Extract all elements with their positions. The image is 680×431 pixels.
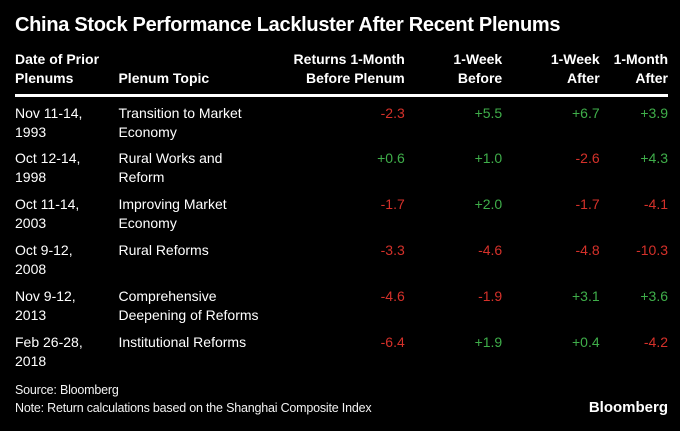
cell-date: Feb 26-28, 2018 xyxy=(15,334,83,369)
cell-topic: Comprehensive Deepening of Reforms xyxy=(118,288,259,323)
cell-topic: Rural Reforms xyxy=(118,242,209,258)
header-row: Date of Prior Plenums Plenum Topic Retur… xyxy=(15,50,668,96)
cell-date: Nov 11-14, 1993 xyxy=(15,105,83,140)
cell-topic: Transition to Market Economy xyxy=(118,105,242,140)
bloomberg-logo: Bloomberg xyxy=(588,399,668,416)
cell-return-1w-after: -1.7 xyxy=(575,196,600,212)
table-row: Oct 9-12, 2008 Rural Reforms -3.3 -4.6 -… xyxy=(15,234,668,280)
cell-return-1m-before: +0.6 xyxy=(377,150,405,166)
credits: Source: Bloomberg Note: Return calculati… xyxy=(15,381,372,417)
cell-return-1w-after: +0.4 xyxy=(572,334,600,350)
cell-return-1w-before: +2.0 xyxy=(474,196,503,212)
cell-return-1w-before: -4.6 xyxy=(478,242,503,258)
cell-return-1w-before: +1.0 xyxy=(474,150,503,166)
cell-return-1m-after: +3.9 xyxy=(640,105,668,121)
col-header-1w-after: 1-Week After xyxy=(550,51,600,86)
cell-date: Oct 9-12, 2008 xyxy=(15,242,73,277)
col-header-1m-after: 1-Month After xyxy=(613,51,668,86)
table-row: Oct 12-14, 1998 Rural Works and Reform +… xyxy=(15,142,668,188)
cell-topic: Institutional Reforms xyxy=(118,334,247,350)
cell-return-1m-before: -6.4 xyxy=(380,334,405,350)
cell-date: Oct 11-14, 2003 xyxy=(15,196,80,231)
note-line: Note: Return calculations based on the S… xyxy=(15,401,372,415)
cell-return-1w-after: -4.8 xyxy=(575,242,600,258)
cell-return-1w-after: +6.7 xyxy=(572,105,600,121)
cell-date: Oct 12-14, 1998 xyxy=(15,150,81,185)
cell-return-1m-before: -3.3 xyxy=(380,242,405,258)
cell-return-1m-after: -4.1 xyxy=(643,196,668,212)
col-header-1w-before: 1-Week Before xyxy=(453,51,503,86)
table-row: Nov 11-14, 1993 Transition to Market Eco… xyxy=(15,96,668,143)
cell-return-1m-after: +4.3 xyxy=(640,150,668,166)
cell-return-1w-before: +1.9 xyxy=(474,334,503,350)
col-header-date: Date of Prior Plenums xyxy=(15,51,100,86)
cell-return-1m-before: -1.7 xyxy=(380,196,405,212)
cell-return-1m-after: +3.6 xyxy=(640,288,668,304)
cell-return-1w-after: +3.1 xyxy=(572,288,600,304)
footer: Source: Bloomberg Note: Return calculati… xyxy=(15,381,668,417)
table-body: Nov 11-14, 1993 Transition to Market Eco… xyxy=(15,96,668,373)
cell-return-1w-after: -2.6 xyxy=(575,150,600,166)
cell-return-1m-before: -4.6 xyxy=(380,288,405,304)
col-header-1m-before: Returns 1-Month Before Plenum xyxy=(293,51,405,86)
table-row: Feb 26-28, 2018 Institutional Reforms -6… xyxy=(15,326,668,372)
cell-date: Nov 9-12, 2013 xyxy=(15,288,76,323)
col-header-topic: Plenum Topic xyxy=(118,70,210,86)
cell-topic: Rural Works and Reform xyxy=(118,150,223,185)
cell-return-1m-after: -4.2 xyxy=(643,334,668,350)
page-title: China Stock Performance Lackluster After… xyxy=(15,14,561,36)
cell-topic: Improving Market Economy xyxy=(118,196,227,231)
cell-return-1w-before: +5.5 xyxy=(474,105,503,121)
cell-return-1m-before: -2.3 xyxy=(380,105,405,121)
cell-return-1m-after: -10.3 xyxy=(636,242,668,258)
table-header: Date of Prior Plenums Plenum Topic Retur… xyxy=(15,50,668,96)
cell-return-1w-before: -1.9 xyxy=(478,288,503,304)
table-row: Nov 9-12, 2013 Comprehensive Deepening o… xyxy=(15,280,668,326)
source-line: Source: Bloomberg xyxy=(15,383,119,397)
table-row: Oct 11-14, 2003 Improving Market Economy… xyxy=(15,188,668,234)
plenum-returns-table: Date of Prior Plenums Plenum Topic Retur… xyxy=(15,50,668,372)
